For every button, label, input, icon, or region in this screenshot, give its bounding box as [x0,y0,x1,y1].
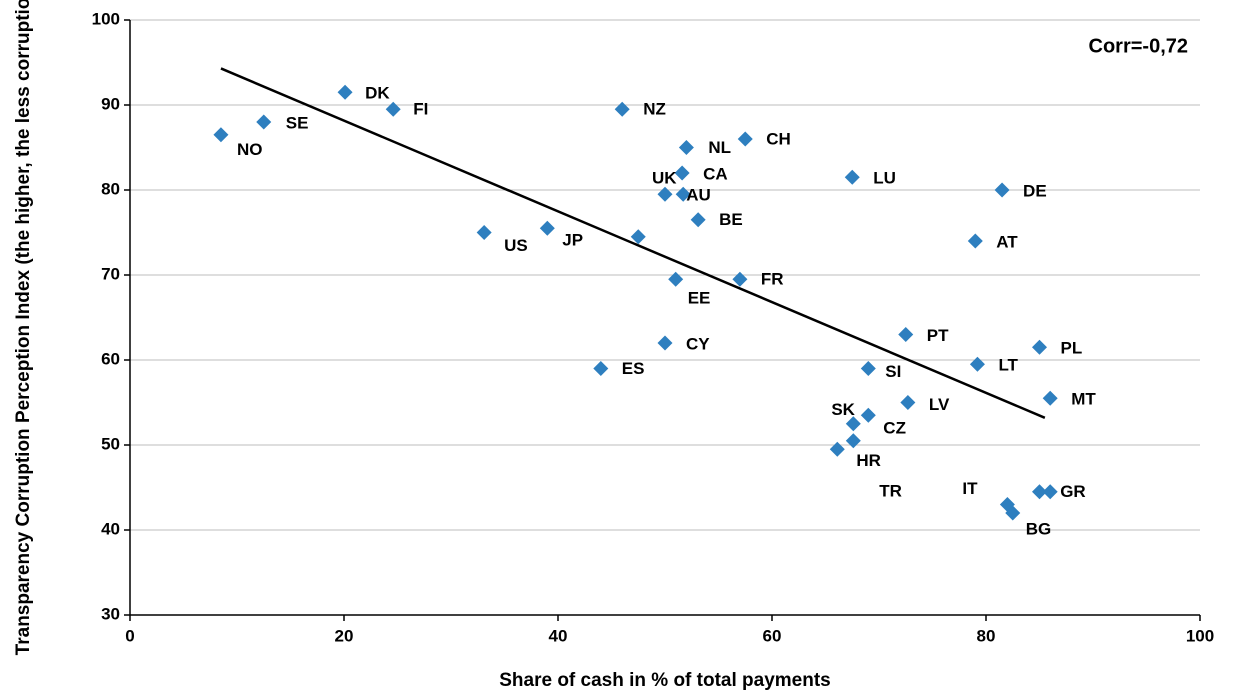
x-tick-label: 40 [549,626,568,645]
point [668,271,684,287]
point [385,101,401,117]
point-label: LU [873,169,896,188]
point [476,225,492,240]
point-label: TR [879,482,902,501]
point [1032,484,1047,500]
point [690,212,706,228]
point-label: HR [856,451,881,470]
point [675,186,691,202]
point-label: SI [885,362,901,381]
point [1042,484,1058,500]
point-label: ES [622,359,645,378]
y-tick-label: 100 [92,9,120,28]
point [213,127,229,143]
point-label: IT [962,479,978,498]
y-tick-label: 40 [101,519,120,538]
annotation: Corr=-0,72 [1089,35,1189,57]
point [1005,505,1021,521]
point-label: JP [562,231,583,250]
point [1042,390,1058,406]
point-label: GR [1060,482,1086,501]
y-axis-label: Transparency Corruption Perception Index… [13,0,34,655]
y-tick-label: 60 [101,349,120,368]
point-label: FI [413,100,428,119]
point-label: CH [766,129,791,148]
point-label: CY [686,334,710,353]
x-tick-label: 0 [125,626,134,645]
point [337,84,353,100]
point-label: NZ [643,100,666,119]
point-label: PT [927,326,949,345]
point-label: BG [1026,519,1052,538]
point-label: UK [652,169,677,188]
point [678,140,694,155]
x-tick-label: 60 [763,626,782,645]
point-label: CA [703,164,728,183]
point-label: SE [286,113,309,132]
point-label: US [504,236,528,255]
y-tick-label: 90 [101,94,120,113]
point-label: LT [998,356,1018,375]
point [860,361,876,376]
point [732,271,748,287]
y-tick-label: 50 [101,434,120,453]
point [737,131,753,147]
y-tick-label: 70 [101,264,120,283]
x-tick-label: 80 [977,626,996,645]
point [967,233,983,249]
point [256,114,272,130]
point [657,335,673,351]
point [994,182,1010,198]
point [860,407,876,423]
point-label: NL [708,138,731,157]
y-tick-label: 30 [101,604,120,623]
point-label: DE [1023,181,1047,200]
point-label: DK [365,84,390,103]
point-label: LV [929,395,950,414]
x-tick-label: 20 [335,626,354,645]
point [657,186,673,202]
point-label: CZ [883,419,906,438]
point-label: NO [237,140,263,159]
point [844,169,860,185]
point-label: SK [831,400,855,419]
point [845,433,861,449]
point [593,361,609,376]
point-label: FR [761,270,784,289]
point-label: AT [996,232,1018,251]
point [900,395,916,410]
point-label: AU [686,186,711,205]
point-label: BE [719,210,743,229]
point-label: EE [688,289,711,308]
point-label: MT [1071,390,1096,409]
trendline [220,67,1046,419]
y-tick-label: 80 [101,179,120,198]
point [829,441,845,457]
point [674,165,690,181]
point [630,229,646,245]
x-axis-label: Share of cash in % of total payments [499,670,831,691]
point [539,220,555,236]
point [898,327,914,342]
x-tick-label: 100 [1186,626,1214,645]
point-label: PL [1061,339,1083,358]
point [969,356,985,372]
point [614,101,630,117]
point [845,416,861,432]
point [1032,339,1047,355]
